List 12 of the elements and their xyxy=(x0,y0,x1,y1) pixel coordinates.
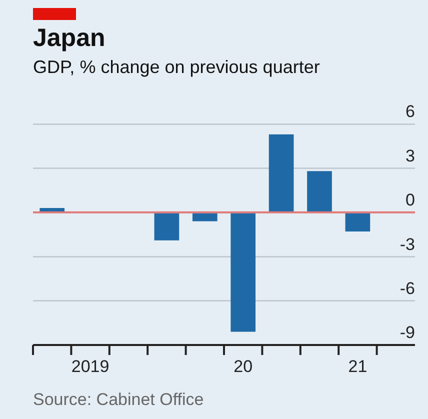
y-tick-label: -6 xyxy=(400,278,415,298)
chart-subtitle: GDP, % change on previous quarter xyxy=(33,57,320,78)
x-tick-label: 2019 xyxy=(71,357,110,376)
y-tick-label: 0 xyxy=(406,190,415,210)
y-tick-label: 3 xyxy=(406,146,415,166)
y-tick-label: -3 xyxy=(400,234,415,254)
y-tick-label: 6 xyxy=(406,102,415,122)
y-tick-label: -9 xyxy=(400,323,415,342)
x-tick-label: 21 xyxy=(348,357,368,376)
x-tick-label: 20 xyxy=(234,357,253,376)
source-note: Source: Cabinet Office xyxy=(33,390,204,410)
chart-title: Japan xyxy=(33,24,106,53)
